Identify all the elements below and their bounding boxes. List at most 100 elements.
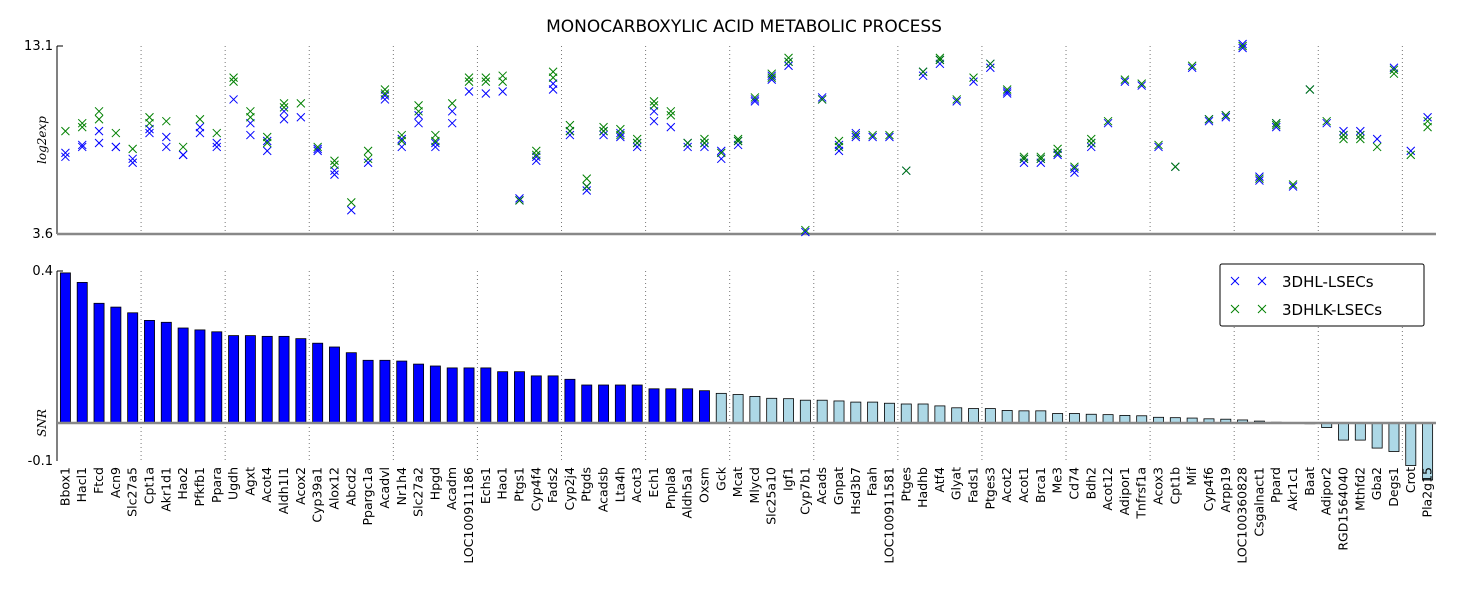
marker-3dhlk <box>464 77 474 86</box>
marker-3dhl <box>262 146 272 156</box>
marker-3dhlk <box>431 130 440 140</box>
marker-3dhlk <box>61 126 70 136</box>
marker-3dhl <box>582 186 592 195</box>
marker-3dhlk <box>767 69 777 79</box>
bottom-panel: 0.4 -0.1 SNR Bbox1 Hacl1 Ftcd Acn9 Slc27a5 Cpt1a… <box>28 264 1436 564</box>
marker-3dhlk <box>868 130 877 140</box>
snr-bar <box>1338 422 1349 441</box>
marker-3dhlk <box>1137 79 1147 88</box>
x-tick-label: Adipor2 <box>1319 467 1334 515</box>
marker-3dhlk <box>481 77 491 86</box>
chart-title: MONOCARBOXYLIC ACID METABOLIC PROCESS <box>546 17 942 37</box>
snr-bar <box>917 403 929 424</box>
x-tick-label: Ptges3 <box>982 467 997 510</box>
marker-3dhlk <box>229 73 238 83</box>
x-tick-label: Agxt <box>242 467 257 496</box>
snr-bar <box>564 378 576 424</box>
marker-3dhlk <box>498 71 508 81</box>
snr-bar <box>631 384 643 424</box>
marker-3dhlk <box>380 85 390 94</box>
snr-bar <box>833 400 845 424</box>
marker-3dhl <box>784 61 793 71</box>
marker-3dhlk <box>1355 130 1365 140</box>
x-tick-label: Acox2 <box>293 467 308 505</box>
snr-bar <box>295 338 307 424</box>
marker-3dhlk <box>111 128 121 138</box>
marker-3dhlk <box>1019 152 1029 162</box>
x-tick-label: Mthfd2 <box>1352 467 1367 511</box>
snr-bar <box>278 335 290 424</box>
snr-bar <box>715 392 727 424</box>
x-tick-label: Pfkfb1 <box>192 467 207 506</box>
marker-3dhlk <box>784 57 793 67</box>
marker-3dhl <box>918 71 928 81</box>
bottom-y-tick-label: -0.1 <box>28 454 53 469</box>
snr-bar <box>530 375 542 424</box>
legend-label: 3DHLK-LSECs <box>1282 301 1382 319</box>
marker-3dhlk <box>801 225 810 235</box>
marker-3dhl <box>767 71 777 81</box>
marker-3dhlk <box>363 146 373 156</box>
marker-3dhl <box>1238 39 1247 49</box>
marker-3dhlk <box>548 67 558 77</box>
x-tick-label: Cpt1a <box>141 467 156 504</box>
marker-3dhlk <box>935 55 945 65</box>
snr-bar <box>648 388 660 424</box>
marker-3dhlk <box>1019 154 1029 164</box>
x-tick-label: Pnpla8 <box>663 467 678 509</box>
marker-3dhlk <box>397 130 407 140</box>
x-tick-label: Adipor1 <box>1117 467 1132 515</box>
marker-3dhlk <box>1423 116 1432 126</box>
snr-bar <box>749 395 761 424</box>
snr-bar <box>144 319 155 424</box>
marker-3dhl <box>868 132 877 142</box>
legend-marker <box>1257 304 1267 314</box>
marker-3dhlk <box>733 134 743 144</box>
marker-3dhl <box>1355 126 1365 136</box>
marker-3dhlk <box>649 97 659 106</box>
marker-3dhl <box>111 142 121 152</box>
x-tick-label: Akr1d1 <box>158 467 173 512</box>
marker-3dhl <box>414 110 423 120</box>
marker-3dhlk <box>346 197 356 207</box>
x-tick-label: Nr1h4 <box>394 467 409 505</box>
marker-3dhlk <box>918 67 928 77</box>
marker-3dhlk <box>666 110 676 120</box>
marker-3dhl <box>279 114 289 124</box>
x-tick-label: Bdh2 <box>1083 467 1098 499</box>
x-tick-label: Csgalnact1 <box>1251 467 1266 537</box>
marker-3dhl <box>195 122 205 132</box>
x-tick-label: Mlycd <box>747 467 762 503</box>
marker-3dhl <box>616 128 625 138</box>
marker-3dhlk <box>716 148 726 158</box>
snr-bar <box>177 327 189 424</box>
snr-bar <box>1001 410 1013 424</box>
top-y-axis-label: log2exp <box>35 116 49 164</box>
top-panel: 13.1 3.6 log2exp <box>24 39 1436 242</box>
x-tick-label: Acot4 <box>259 467 274 503</box>
marker-3dhl <box>128 154 138 164</box>
snr-bar <box>497 371 509 424</box>
snr-bar <box>1035 410 1047 424</box>
marker-3dhl <box>313 146 323 156</box>
marker-3dhl <box>1238 43 1247 53</box>
x-tick-label: Acadsb <box>596 467 611 512</box>
marker-3dhl <box>229 95 238 104</box>
marker-3dhl <box>346 205 356 215</box>
marker-3dhl <box>431 138 440 148</box>
marker-3dhl <box>616 132 625 142</box>
marker-3dhl <box>750 97 760 106</box>
x-tick-label: Ugdh <box>226 467 241 500</box>
marker-3dhlk <box>330 160 339 170</box>
marker-3dhl <box>565 130 575 140</box>
x-tick-label: Acot2 <box>999 467 1014 503</box>
snr-bar <box>884 402 895 424</box>
marker-3dhl <box>1002 87 1012 96</box>
snr-bar <box>799 399 811 424</box>
marker-3dhl <box>817 93 827 102</box>
marker-3dhl <box>1137 81 1147 90</box>
marker-3dhlk <box>1389 65 1399 75</box>
marker-3dhlk <box>750 93 760 102</box>
legend-box <box>1219 263 1425 327</box>
snr-bar <box>480 367 492 424</box>
